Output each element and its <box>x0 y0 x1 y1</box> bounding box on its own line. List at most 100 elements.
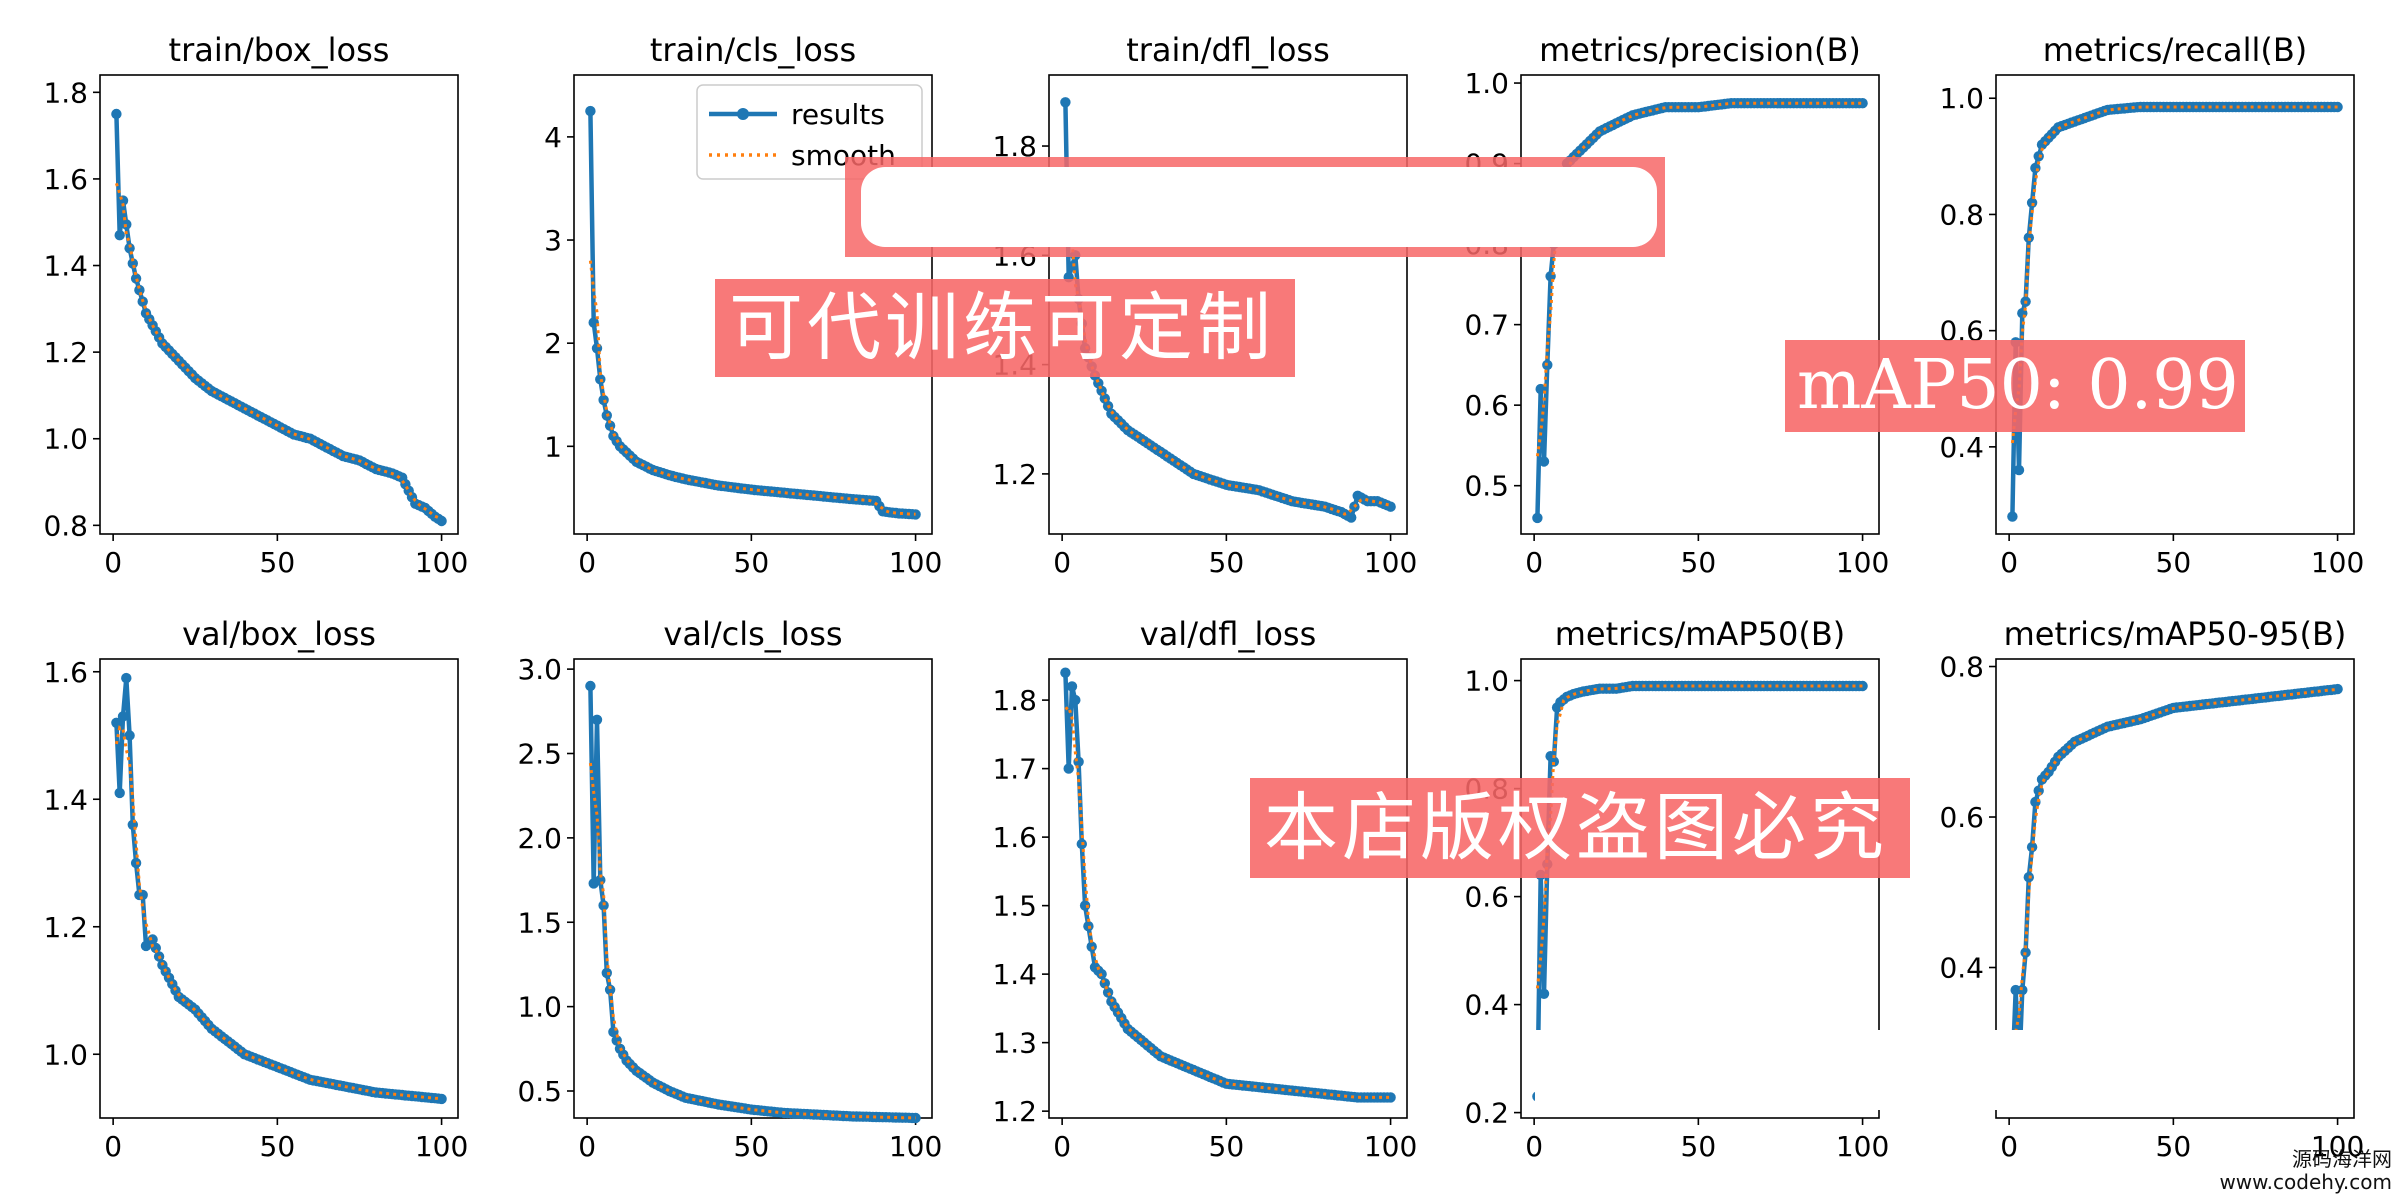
y-tick-label: 1 <box>544 430 562 463</box>
y-tick-label: 1.6 <box>43 163 88 196</box>
subplot-title: train/cls_loss <box>650 31 856 69</box>
subplot-title: val/dfl_loss <box>1140 615 1317 653</box>
x-tick-label: 50 <box>260 1130 296 1163</box>
x-tick-label: 50 <box>2156 546 2192 579</box>
x-tick-label: 50 <box>1209 1130 1245 1163</box>
subplot-9: metrics/mAP50-95(B) 0 50 100 0.4 0.6 0.8 <box>1939 615 2364 1163</box>
results-point <box>124 243 135 254</box>
x-tick-label: 0 <box>104 1130 122 1163</box>
subplot-title: val/cls_loss <box>663 615 842 653</box>
x-tick-label: 50 <box>1681 546 1717 579</box>
results-points <box>2007 101 2343 522</box>
results-point <box>130 273 142 284</box>
smooth-series-line <box>588 762 916 1120</box>
plot-frame <box>1048 658 1408 1119</box>
x-tick-label: 100 <box>889 546 942 579</box>
site-name: 源码海洋网 <box>2292 1147 2392 1171</box>
redaction-block <box>845 157 1665 257</box>
y-tick-label: 1.8 <box>43 76 88 109</box>
results-point <box>1385 1092 1396 1103</box>
y-tick-label: 1.4 <box>43 250 88 283</box>
subplot-6: val/cls_loss 0 50 100 0.5 1.0 1.5 2.0 2.5 3.0 <box>517 615 942 1163</box>
subplot-5: val/box_loss 0 50 100 1.0 1.2 1.4 1.6 <box>43 615 468 1163</box>
results-point <box>117 711 129 722</box>
results-points <box>111 108 447 527</box>
watermark-training-banner: 可代训练可定制 <box>715 279 1295 377</box>
y-tick-label: 0.8 <box>1939 651 1984 684</box>
x-tick-label: 0 <box>578 546 596 579</box>
results-point <box>2026 841 2038 853</box>
plot-frame <box>99 74 459 535</box>
results-point <box>910 509 921 520</box>
y-tick-label: 1.3 <box>992 1027 1037 1060</box>
x-tick-label: 100 <box>1364 546 1417 579</box>
results-point <box>1857 680 1868 692</box>
y-tick-label: 0.8 <box>1939 198 1984 231</box>
y-tick-label: 1.6 <box>992 821 1037 854</box>
results-point <box>114 230 125 241</box>
results-points <box>1060 667 1396 1103</box>
results-point <box>2332 101 2343 113</box>
results-point <box>1079 900 1091 911</box>
results-series-line <box>2010 686 2338 1076</box>
plot-frame <box>573 658 933 1119</box>
results-point <box>2007 511 2018 522</box>
y-tick-label: 0.5 <box>1464 470 1509 503</box>
results-point <box>1070 694 1081 706</box>
results-point <box>436 1093 447 1105</box>
y-tick-label: 0.4 <box>1939 952 1984 985</box>
smooth-series-line <box>114 725 442 1101</box>
x-tick-label: 50 <box>1209 546 1245 579</box>
legend-label-results: results <box>791 98 885 131</box>
results-point <box>1066 261 1078 272</box>
results-point <box>2026 197 2038 208</box>
results-point <box>147 934 158 945</box>
results-point <box>2023 232 2035 243</box>
plot-frame <box>1520 74 1880 535</box>
redaction-white-patch <box>861 167 1657 247</box>
results-point <box>2332 683 2343 695</box>
y-tick-label: 1.0 <box>1464 665 1509 698</box>
y-tick-label: 1.2 <box>43 336 88 369</box>
x-tick-label: 100 <box>2311 1130 2364 1163</box>
y-tick-label: 1.2 <box>43 911 88 944</box>
subplot-title: train/dfl_loss <box>1126 31 1330 69</box>
results-point <box>598 394 609 406</box>
results-point <box>604 984 616 995</box>
results-point <box>2033 151 2044 162</box>
x-tick-label: 100 <box>1836 1130 1889 1163</box>
y-tick-label: 1.0 <box>517 991 562 1024</box>
y-tick-label: 1.0 <box>1939 82 1984 115</box>
x-tick-label: 50 <box>260 546 296 579</box>
y-tick-label: 2 <box>544 327 562 360</box>
y-tick-label: 1.5 <box>992 890 1037 923</box>
results-point <box>1060 97 1071 108</box>
x-tick-label: 50 <box>1681 1130 1717 1163</box>
results-series-line <box>588 685 916 1121</box>
results-point <box>1060 667 1071 678</box>
x-tick-label: 0 <box>2000 546 2018 579</box>
results-point <box>1086 941 1097 952</box>
results-point <box>591 714 603 725</box>
results-point <box>1857 98 1868 109</box>
results-series-line <box>114 113 443 523</box>
site-url: www.codehy.com <box>2219 1170 2392 1194</box>
x-tick-label: 0 <box>1525 546 1543 579</box>
results-point <box>134 284 145 296</box>
smooth-series-line <box>2010 105 2338 444</box>
x-tick-label: 100 <box>2311 546 2364 579</box>
plot-frame <box>1995 658 2355 1119</box>
y-tick-label: 3 <box>544 224 562 257</box>
results-points <box>111 672 447 1105</box>
y-tick-label: 0.8 <box>43 509 88 542</box>
x-tick-label: 0 <box>2000 1130 2018 1163</box>
results-point <box>111 108 122 120</box>
x-tick-label: 0 <box>1525 1130 1543 1163</box>
results-point <box>114 787 125 799</box>
x-tick-label: 100 <box>415 1130 468 1163</box>
x-tick-label: 50 <box>734 1130 770 1163</box>
smooth-series-line <box>1064 704 1391 1099</box>
results-point <box>124 730 135 741</box>
results-point <box>2013 464 2025 476</box>
